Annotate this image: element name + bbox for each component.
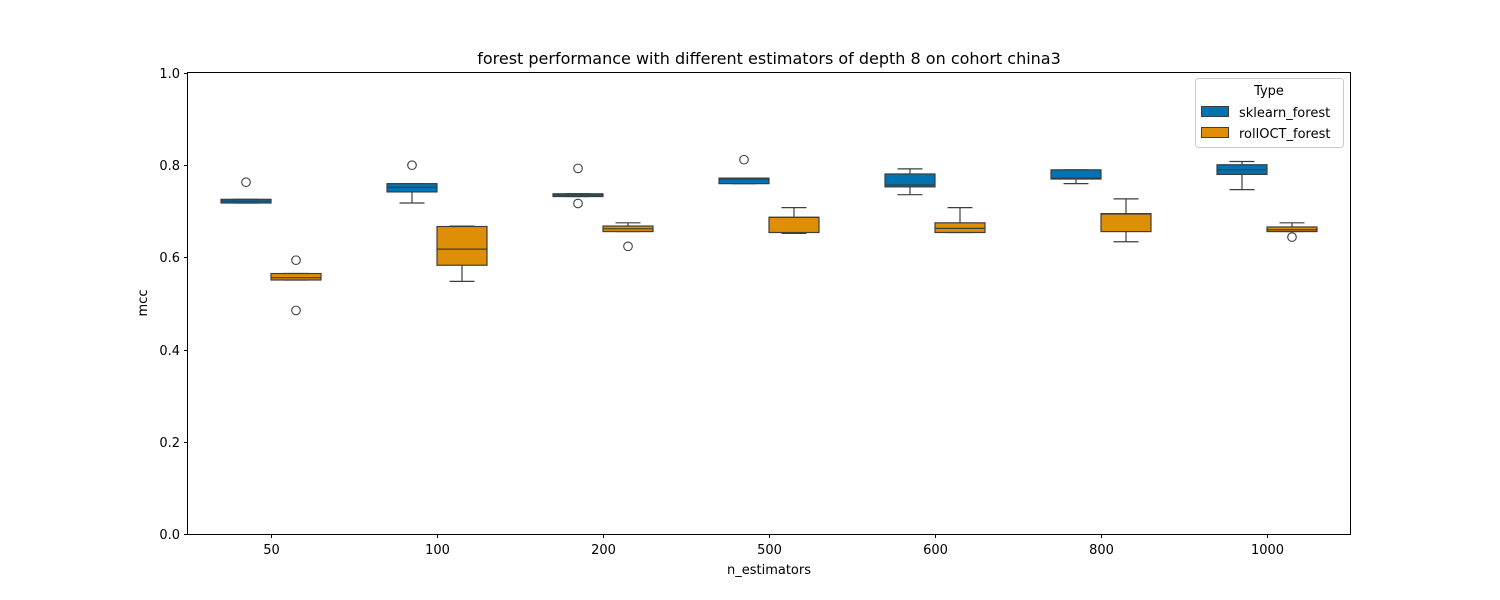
box-outlier [241, 177, 251, 188]
box-iqr [1100, 213, 1152, 233]
x-tick-label: 600 [923, 543, 948, 558]
y-tick-label: 0.0 [159, 528, 180, 543]
box-rolloct-forest-100 [436, 225, 488, 282]
box-sklearn-forest-600 [884, 168, 936, 196]
legend-swatch-rolloct-forest [1201, 127, 1229, 138]
box-iqr [884, 173, 936, 188]
y-tick-label: 0.8 [159, 159, 180, 174]
x-axis-label: n_estimators [727, 563, 811, 578]
x-tick-label: 800 [1089, 543, 1114, 558]
y-tick-label: 1.0 [159, 67, 180, 82]
box-iqr [270, 272, 322, 281]
box-outlier [573, 163, 583, 174]
box-iqr [436, 225, 488, 266]
x-tick-label: 500 [757, 543, 782, 558]
box-rolloct-forest-200 [602, 222, 654, 252]
chart-title: forest performance with different estima… [477, 49, 1061, 68]
box-rolloct-forest-500 [768, 207, 820, 235]
plot-frame [187, 72, 1351, 535]
box-sklearn-forest-500 [718, 154, 770, 185]
legend-label-rolloct-forest: rollOCT_forest [1239, 127, 1330, 142]
box-iqr [768, 216, 820, 234]
y-tick-label: 0.6 [159, 251, 180, 266]
box-rolloct-forest-600 [934, 207, 986, 234]
box-outlier [623, 241, 633, 252]
x-axis: 50 100 200 500 600 800 1000 [263, 534, 1284, 558]
x-tick-label: 200 [591, 543, 616, 558]
box-rolloct-forest-800 [1100, 198, 1152, 243]
box-rolloct-forest-1000 [1266, 222, 1318, 242]
box-iqr [1050, 169, 1102, 180]
plot-area [220, 154, 1318, 316]
box-iqr [718, 177, 770, 185]
box-outlier [573, 198, 583, 209]
box-rolloct-forest-50 [270, 255, 322, 316]
box-sklearn-forest-800 [1050, 169, 1102, 185]
box-sklearn-forest-50 [220, 177, 272, 204]
x-tick-label: 100 [425, 543, 450, 558]
legend: Type sklearn_forest rollOCT_forest [1195, 78, 1344, 148]
legend-label-sklearn-forest: sklearn_forest [1239, 106, 1330, 121]
box-sklearn-forest-100 [386, 160, 438, 204]
box-outlier [291, 305, 301, 316]
y-tick-label: 0.4 [159, 344, 180, 359]
x-tick-label: 1000 [1251, 543, 1284, 558]
y-axis-label: mcc [136, 290, 151, 317]
box-sklearn-forest-200 [552, 163, 604, 209]
legend-frame [1195, 78, 1344, 148]
box-outlier [739, 154, 749, 165]
y-axis: 0.0 0.2 0.4 0.6 0.8 1.0 [159, 67, 188, 543]
legend-swatch-sklearn-forest [1201, 106, 1229, 117]
box-outlier [407, 160, 417, 171]
box-sklearn-forest-1000 [1216, 160, 1268, 191]
box-outlier [1287, 232, 1297, 242]
box-outlier [291, 255, 301, 266]
legend-title: Type [1253, 84, 1284, 99]
x-tick-label: 50 [263, 543, 280, 558]
box-iqr [934, 222, 986, 234]
y-tick-label: 0.2 [159, 436, 180, 451]
